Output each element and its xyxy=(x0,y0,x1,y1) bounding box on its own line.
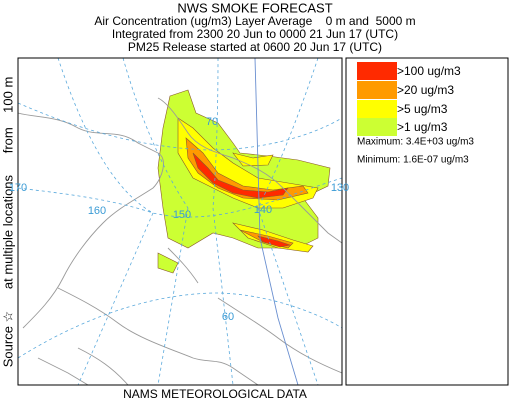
map-label: 150 xyxy=(173,209,191,221)
smoke-plume xyxy=(192,152,289,199)
footer: NAMS METEOROLOGICAL DATA xyxy=(123,387,307,401)
stat: Minimum: 1.6E-07 ug/m3 xyxy=(357,155,469,166)
legend-swatch xyxy=(357,62,397,80)
map-label: 60 xyxy=(222,311,234,323)
subtitle: Air Concentration (ug/m3) Layer Average … xyxy=(94,14,415,28)
map-label: 160 xyxy=(88,205,106,217)
legend-swatch xyxy=(357,81,397,99)
graticule xyxy=(18,58,342,385)
legend-swatch xyxy=(357,100,397,118)
legend-label: >100 ug/m3 xyxy=(397,64,461,78)
map-label: 70 xyxy=(206,116,218,128)
smoke-plume xyxy=(232,152,274,167)
coastline xyxy=(18,97,342,385)
side-label: Source ☆ at multiple locations from 100 … xyxy=(0,77,15,368)
subtitle: PM25 Release started at 0600 20 Jun 17 (… xyxy=(128,40,382,54)
map-label: 130 xyxy=(331,182,349,194)
map-border xyxy=(17,57,343,386)
legend-swatch xyxy=(357,118,397,136)
smoke-plume xyxy=(257,235,292,248)
border xyxy=(254,58,299,385)
smoke-plume xyxy=(157,252,179,274)
legend-label: >5 ug/m3 xyxy=(397,102,448,116)
legend-label: >1 ug/m3 xyxy=(397,120,448,134)
legend-label: >20 ug/m3 xyxy=(397,83,454,97)
smoke-plume xyxy=(177,117,319,209)
smoke-plume xyxy=(157,89,331,249)
subtitle: Integrated from 2300 20 Jun to 0000 21 J… xyxy=(112,27,398,41)
stat: Maximum: 3.4E+03 ug/m3 xyxy=(357,137,474,148)
legend-box xyxy=(345,57,509,386)
title: NWS SMOKE FORECAST xyxy=(177,0,332,15)
map-label: 170 xyxy=(9,182,27,194)
map-frame xyxy=(18,58,342,385)
map-label: 140 xyxy=(254,204,272,216)
